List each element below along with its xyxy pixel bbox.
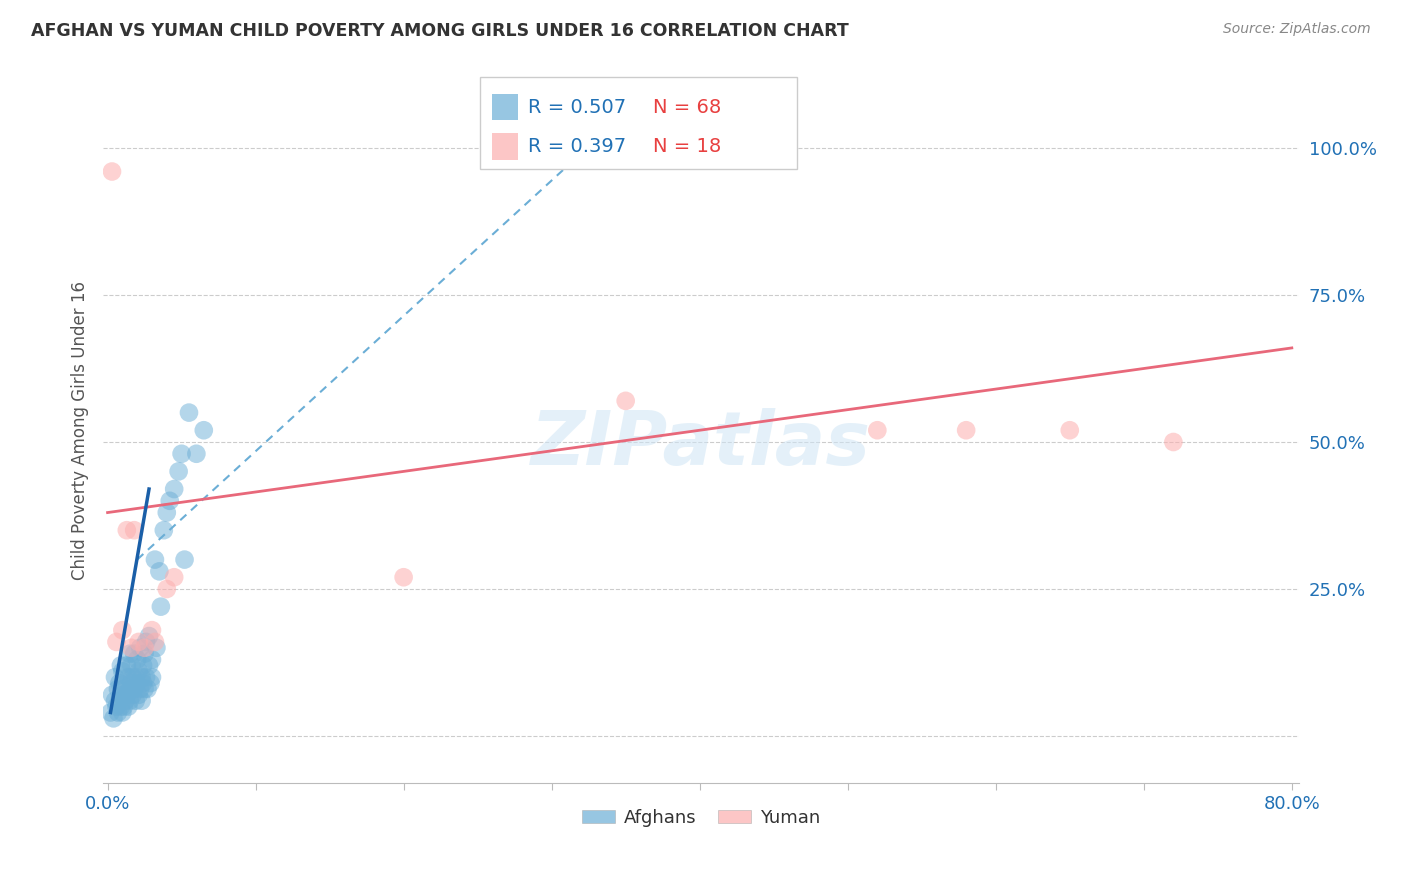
Point — [115, 658, 138, 673]
Point — [141, 623, 163, 637]
Legend: Afghans, Yuman: Afghans, Yuman — [575, 802, 827, 834]
Point — [153, 523, 176, 537]
Point — [135, 635, 157, 649]
Point — [111, 706, 134, 720]
Point — [120, 658, 142, 673]
Point — [112, 681, 135, 696]
Point — [138, 658, 160, 673]
Point — [107, 706, 129, 720]
Point — [115, 523, 138, 537]
Point — [128, 635, 150, 649]
Point — [148, 565, 170, 579]
Point — [104, 694, 127, 708]
Point — [125, 694, 148, 708]
Point — [112, 699, 135, 714]
Point — [128, 665, 150, 679]
Point — [111, 665, 134, 679]
Y-axis label: Child Poverty Among Girls Under 16: Child Poverty Among Girls Under 16 — [72, 281, 89, 580]
Point — [100, 706, 122, 720]
Point — [108, 676, 131, 690]
Point — [132, 676, 155, 690]
Point — [101, 164, 124, 178]
Point — [110, 658, 132, 673]
Point — [120, 676, 142, 690]
Point — [132, 658, 155, 673]
Point — [1059, 423, 1081, 437]
Point — [104, 670, 127, 684]
Point — [105, 635, 128, 649]
Point — [866, 423, 889, 437]
Point — [163, 570, 186, 584]
Point — [115, 688, 138, 702]
Point — [177, 406, 200, 420]
Point — [103, 711, 125, 725]
Point — [141, 670, 163, 684]
FancyBboxPatch shape — [479, 78, 797, 169]
Point — [127, 652, 149, 666]
Point — [117, 670, 139, 684]
Point — [114, 676, 136, 690]
Point — [156, 506, 179, 520]
Point — [110, 699, 132, 714]
Point — [128, 688, 150, 702]
Point — [143, 552, 166, 566]
Point — [129, 640, 152, 655]
Point — [122, 523, 145, 537]
Point — [121, 670, 143, 684]
Point — [135, 670, 157, 684]
Point — [143, 635, 166, 649]
Point — [134, 640, 156, 655]
Point — [118, 681, 141, 696]
Point — [105, 699, 128, 714]
Text: R = 0.507: R = 0.507 — [527, 97, 626, 117]
Point — [117, 699, 139, 714]
Text: Source: ZipAtlas.com: Source: ZipAtlas.com — [1223, 22, 1371, 37]
Point — [138, 629, 160, 643]
Point — [125, 670, 148, 684]
Point — [131, 670, 153, 684]
Point — [141, 652, 163, 666]
Point — [118, 694, 141, 708]
Point — [114, 694, 136, 708]
Point — [170, 447, 193, 461]
Point — [392, 570, 415, 584]
Point — [121, 688, 143, 702]
Text: R = 0.397: R = 0.397 — [527, 137, 626, 156]
Point — [107, 681, 129, 696]
Point — [167, 464, 190, 478]
Point — [149, 599, 172, 614]
Point — [955, 423, 977, 437]
Point — [136, 681, 159, 696]
Text: N = 68: N = 68 — [654, 97, 721, 117]
Text: N = 18: N = 18 — [654, 137, 721, 156]
Point — [120, 640, 142, 655]
Point — [186, 447, 208, 461]
Point — [145, 640, 167, 655]
Point — [159, 493, 181, 508]
Point — [139, 676, 162, 690]
Point — [1163, 435, 1185, 450]
Point — [156, 582, 179, 596]
FancyBboxPatch shape — [492, 94, 519, 120]
Text: ZIPatlas: ZIPatlas — [531, 408, 872, 481]
Point — [163, 482, 186, 496]
Point — [108, 694, 131, 708]
Point — [118, 647, 141, 661]
Point — [122, 647, 145, 661]
Point — [134, 681, 156, 696]
Point — [111, 688, 134, 702]
Point — [129, 681, 152, 696]
FancyBboxPatch shape — [492, 133, 519, 160]
Point — [134, 647, 156, 661]
Point — [101, 688, 124, 702]
Point — [614, 393, 637, 408]
Text: AFGHAN VS YUMAN CHILD POVERTY AMONG GIRLS UNDER 16 CORRELATION CHART: AFGHAN VS YUMAN CHILD POVERTY AMONG GIRL… — [31, 22, 849, 40]
Point — [173, 552, 195, 566]
Point — [131, 694, 153, 708]
Point — [127, 676, 149, 690]
Point — [111, 623, 134, 637]
Point — [193, 423, 215, 437]
Point — [122, 681, 145, 696]
